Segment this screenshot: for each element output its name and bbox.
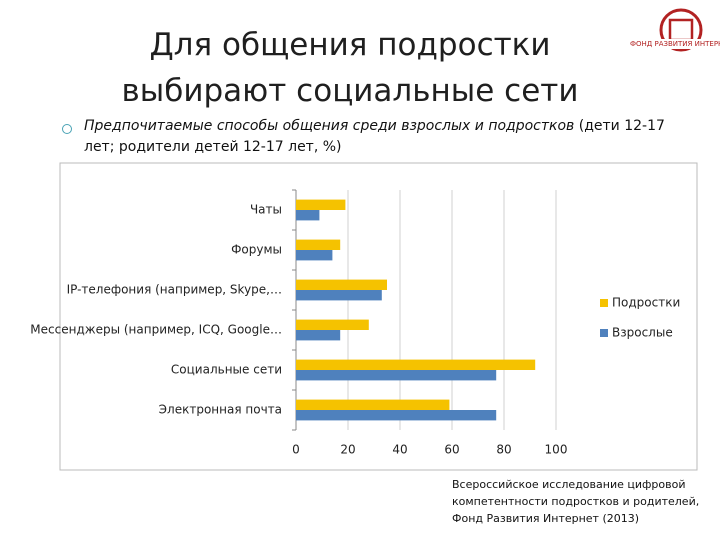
chart-frame <box>59 162 698 471</box>
bar <box>296 290 382 301</box>
logo-square <box>668 18 694 42</box>
y-tick-label: Социальные сети <box>171 363 282 377</box>
x-tick-label: 80 <box>496 443 511 457</box>
y-tick-label: Форумы <box>231 243 282 257</box>
legend-swatch <box>600 329 608 337</box>
y-tick-label: Чаты <box>250 203 282 217</box>
bar <box>296 410 497 421</box>
source-line: Всероссийское исследование цифровой <box>452 478 686 491</box>
x-tick-label: 20 <box>340 443 355 457</box>
legend-swatch <box>600 299 608 307</box>
bar <box>296 370 497 381</box>
source-line: Фонд Развития Интернет (2013) <box>452 512 640 525</box>
y-tick-label: Электронная почта <box>159 403 282 417</box>
source-line: компетентности подростков и родителей, <box>452 495 700 508</box>
x-tick-label: 60 <box>444 443 459 457</box>
title: Для общения подростки выбирают социальны… <box>80 22 620 114</box>
logo-ring <box>659 8 703 52</box>
y-tick-label: Мессенджеры (например, ICQ, Google… <box>30 323 282 337</box>
logo-text: ФОНД РАЗВИТИЯ ИНТЕРНЕТ <box>630 40 720 48</box>
bar <box>296 239 341 250</box>
legend-label: Подростки <box>612 296 680 310</box>
subtitle-italic: Предпочитаемые способы общения среди взр… <box>84 118 575 134</box>
x-tick-label: 40 <box>392 443 407 457</box>
bar <box>296 330 341 341</box>
bar <box>296 319 369 330</box>
x-tick-label: 0 <box>292 443 300 457</box>
logo-band <box>644 39 718 49</box>
subtitle-plain: (дети 12-17 лет; родители детей 12-17 ле… <box>84 118 665 155</box>
bar <box>296 279 387 290</box>
bar <box>296 250 333 261</box>
logo: ФОНД РАЗВИТИЯ ИНТЕРНЕТ <box>630 8 720 52</box>
bar <box>296 399 450 410</box>
bar <box>296 199 346 210</box>
subtitle: Предпочитаемые способы общения среди взр… <box>84 116 684 158</box>
legend-label: Взрослые <box>612 326 673 340</box>
bar <box>296 210 320 221</box>
title-line: Для общения подростки <box>149 27 551 63</box>
source: Всероссийское исследование цифровой комп… <box>452 476 699 527</box>
bullet <box>62 124 72 134</box>
bar <box>296 359 536 370</box>
y-tick-label: IP-телефония (например, Skype,… <box>67 283 282 297</box>
x-tick-label: 100 <box>545 443 568 457</box>
title-line: выбирают социальные сети <box>121 73 579 109</box>
